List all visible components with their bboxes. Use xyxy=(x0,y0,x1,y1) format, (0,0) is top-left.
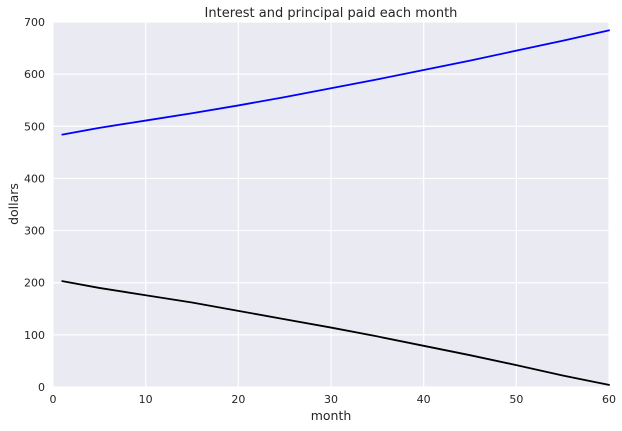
x-tick-label: 40 xyxy=(417,393,431,406)
chart-title: Interest and principal paid each month xyxy=(205,6,458,21)
x-tick-label: 10 xyxy=(139,393,153,406)
y-tick-label: 300 xyxy=(24,225,45,238)
series-group xyxy=(61,29,610,386)
y-tick-label: 500 xyxy=(24,120,45,133)
y-axis-label: dollars xyxy=(6,183,21,225)
x-tick-label: 50 xyxy=(509,393,523,406)
x-tick-label: 30 xyxy=(324,393,338,406)
x-tick-label: 20 xyxy=(231,393,245,406)
grid xyxy=(52,21,610,388)
y-tick-label: 700 xyxy=(24,16,45,29)
x-tick-label: 0 xyxy=(50,393,57,406)
y-tick-label: 0 xyxy=(38,381,45,394)
x-axis-label: month xyxy=(311,408,352,423)
y-tick-label: 100 xyxy=(24,329,45,342)
series-line-2 xyxy=(61,280,610,386)
x-tick-label: 60 xyxy=(602,393,616,406)
y-tick-label: 600 xyxy=(24,68,45,81)
y-tick-label: 200 xyxy=(24,277,45,290)
series-line-1 xyxy=(61,29,610,136)
y-tick-label: 400 xyxy=(24,172,45,185)
